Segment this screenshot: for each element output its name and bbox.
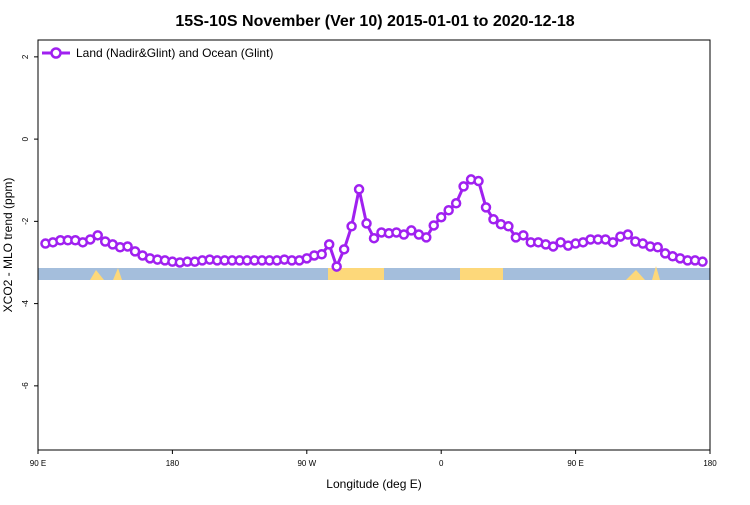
point [488, 214, 499, 225]
x-tick-label: 0 [439, 459, 444, 468]
x-tick-label: 90 W [297, 459, 316, 468]
point [406, 225, 417, 236]
chart-title: 15S-10S November (Ver 10) 2015-01-01 to … [175, 13, 574, 30]
y-tick-label: -4 [21, 299, 30, 307]
legend-label: Land (Nadir&Glint) and Ocean (Glint) [76, 46, 273, 60]
point [473, 175, 484, 187]
legend-marker [50, 47, 62, 59]
point [652, 242, 663, 253]
point [338, 244, 350, 255]
point [435, 211, 447, 223]
point [331, 261, 342, 272]
y-tick-label: 2 [21, 54, 30, 59]
point [480, 202, 492, 213]
y-tick-label: -2 [21, 217, 30, 225]
x-tick-label: 180 [703, 459, 717, 468]
y-axis-label: XCO2 - MLO trend (ppm) [1, 178, 15, 313]
point [361, 218, 372, 229]
point [421, 232, 432, 243]
point [503, 221, 514, 232]
x-tick-label: 90 E [30, 459, 46, 468]
point [697, 256, 708, 267]
point [443, 205, 454, 216]
point [346, 221, 357, 232]
point [458, 181, 469, 192]
plot-frame [37, 39, 711, 451]
point [607, 237, 619, 248]
y-tick-label: -6 [21, 382, 30, 390]
point [518, 230, 529, 241]
point [92, 230, 103, 241]
point [129, 246, 141, 257]
land-mask [38, 266, 710, 280]
point [398, 229, 410, 240]
x-tick-label: 90 E [567, 459, 583, 468]
point [316, 249, 327, 260]
y-tick-label: 0 [21, 136, 30, 141]
point [450, 198, 462, 209]
point [85, 234, 96, 245]
legend: Land (Nadir&Glint) and Ocean (Glint) [42, 46, 273, 60]
point [122, 241, 133, 252]
x-axis-label: Longitude (deg E) [326, 477, 421, 491]
point [428, 220, 439, 231]
x-tick-label: 180 [166, 459, 180, 468]
point [323, 239, 335, 250]
point [368, 232, 380, 244]
point [622, 229, 634, 240]
point [353, 184, 365, 195]
point [547, 241, 559, 252]
